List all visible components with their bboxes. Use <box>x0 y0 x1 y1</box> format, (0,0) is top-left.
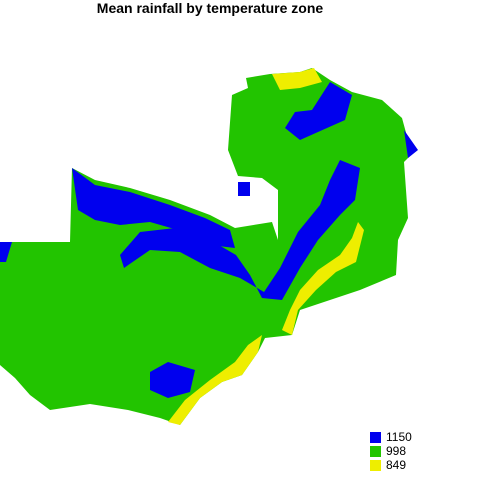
legend-item: 1150 <box>370 430 412 444</box>
map-title: Mean rainfall by temperature zone <box>96 0 324 16</box>
legend-label-high: 1150 <box>386 430 412 444</box>
zone-high-south <box>150 362 195 398</box>
zone-high-patch <box>238 182 250 196</box>
zone-high-north <box>285 82 352 140</box>
zone-low-south <box>168 335 262 425</box>
zone-high-east <box>404 130 418 158</box>
legend-label-mid: 998 <box>386 444 407 458</box>
legend-label-low: 849 <box>386 458 407 472</box>
zone-low-north <box>272 68 322 90</box>
legend: 1150 998 849 <box>370 430 412 472</box>
legend-item: 849 <box>370 458 412 472</box>
legend-item: 998 <box>370 444 412 458</box>
zone-high-west <box>0 242 12 262</box>
zone-low-valley <box>282 222 364 335</box>
legend-swatch-low <box>370 459 381 471</box>
legend-swatch-high <box>370 431 381 443</box>
zone-high-spine <box>120 160 360 300</box>
zone-high-northwest <box>72 168 235 248</box>
legend-swatch-mid <box>370 445 381 457</box>
